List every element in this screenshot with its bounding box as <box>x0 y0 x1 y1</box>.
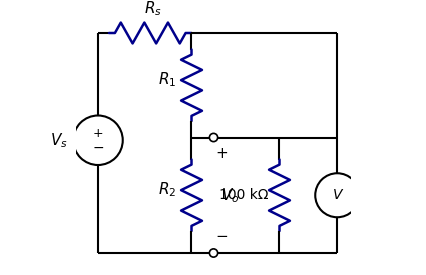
Text: $R_2$: $R_2$ <box>158 180 176 199</box>
Text: $V_o$: $V_o$ <box>220 186 239 205</box>
Text: −: − <box>215 229 227 244</box>
Text: +: + <box>215 147 227 161</box>
Text: +: + <box>92 127 103 140</box>
Text: $R_1$: $R_1$ <box>158 70 176 89</box>
Text: −: − <box>92 141 104 155</box>
Circle shape <box>209 249 217 257</box>
Circle shape <box>209 133 217 142</box>
Text: $R_s$: $R_s$ <box>144 0 161 18</box>
Text: $V_s$: $V_s$ <box>50 131 68 150</box>
Circle shape <box>73 116 122 165</box>
Circle shape <box>314 173 358 217</box>
Text: V: V <box>332 188 341 202</box>
Text: 100 kΩ: 100 kΩ <box>219 188 268 202</box>
